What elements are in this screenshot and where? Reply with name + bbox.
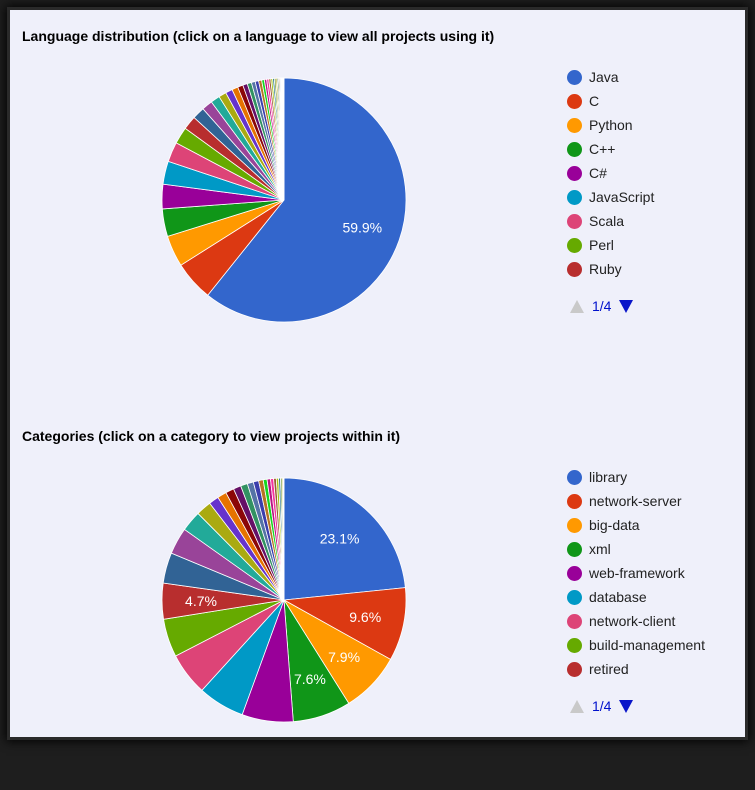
legend-pager: 1/4	[570, 298, 633, 314]
legend-swatch-icon	[567, 214, 582, 229]
slice-data-label: 59.9%	[342, 220, 382, 236]
legend-item[interactable]: xml	[567, 537, 705, 561]
legend-swatch-icon	[567, 238, 582, 253]
legend-label: big-data	[589, 517, 640, 533]
page-up-icon	[570, 300, 584, 313]
legend-swatch-icon	[567, 470, 582, 485]
slice-data-label: 9.6%	[349, 609, 381, 625]
legend-swatch-icon	[567, 190, 582, 205]
legend-item[interactable]: Java	[567, 65, 654, 89]
legend-item[interactable]: build-management	[567, 633, 705, 657]
legend-label: Java	[589, 69, 619, 85]
legend-label: Perl	[589, 237, 614, 253]
page-indicator: 1/4	[592, 298, 611, 314]
legend-swatch-icon	[567, 70, 582, 85]
legend-swatch-icon	[567, 542, 582, 557]
legend-item[interactable]: Python	[567, 113, 654, 137]
legend-label: JavaScript	[589, 189, 654, 205]
chart-container: Language distribution (click on a langua…	[10, 10, 745, 737]
language-chart-panel: Language distribution (click on a langua…	[10, 10, 745, 390]
legend-item[interactable]: web-framework	[567, 561, 705, 585]
legend-item[interactable]: big-data	[567, 513, 705, 537]
legend-pager: 1/4	[570, 698, 633, 714]
legend-swatch-icon	[567, 614, 582, 629]
legend-swatch-icon	[567, 518, 582, 533]
page-up-icon	[570, 700, 584, 713]
legend-item[interactable]: C	[567, 89, 654, 113]
legend-swatch-icon	[567, 118, 582, 133]
category-chart-panel: Categories (click on a category to view …	[10, 410, 745, 790]
legend-item[interactable]: Scala	[567, 209, 654, 233]
legend-label: C++	[589, 141, 615, 157]
legend-label: Python	[589, 117, 633, 133]
legend-swatch-icon	[567, 590, 582, 605]
legend-item[interactable]: library	[567, 465, 705, 489]
legend-label: C#	[589, 165, 607, 181]
slice-data-label: 7.9%	[328, 649, 360, 665]
legend-label: library	[589, 469, 627, 485]
legend-item[interactable]: C++	[567, 137, 654, 161]
legend-swatch-icon	[567, 94, 582, 109]
legend-swatch-icon	[567, 142, 582, 157]
legend: Java C Python C++ C# JavaScript Scala Perl Ruby	[567, 65, 654, 281]
legend-item[interactable]: database	[567, 585, 705, 609]
legend: library network-server big-data xml web-fram…	[567, 465, 705, 681]
legend-label: Ruby	[589, 261, 622, 277]
legend-item[interactable]: network-client	[567, 609, 705, 633]
legend-item[interactable]: C#	[567, 161, 654, 185]
legend-label: Scala	[589, 213, 624, 229]
legend-item[interactable]: network-server	[567, 489, 705, 513]
page-down-icon[interactable]	[619, 700, 633, 713]
legend-label: xml	[589, 541, 611, 557]
legend-item[interactable]: retired	[567, 657, 705, 681]
legend-item[interactable]: JavaScript	[567, 185, 654, 209]
legend-swatch-icon	[567, 494, 582, 509]
slice-data-label: 7.6%	[294, 671, 326, 687]
legend-label: retired	[589, 661, 629, 677]
legend-label: network-client	[589, 613, 675, 629]
slice-data-label: 4.7%	[185, 593, 217, 609]
legend-label: C	[589, 93, 599, 109]
legend-swatch-icon	[567, 262, 582, 277]
legend-swatch-icon	[567, 566, 582, 581]
legend-swatch-icon	[567, 662, 582, 677]
slice-data-label: 23.1%	[320, 530, 360, 546]
page-down-icon[interactable]	[619, 300, 633, 313]
legend-item[interactable]: Ruby	[567, 257, 654, 281]
legend-label: network-server	[589, 493, 682, 509]
legend-label: database	[589, 589, 647, 605]
legend-swatch-icon	[567, 166, 582, 181]
legend-item[interactable]: Perl	[567, 233, 654, 257]
page-indicator: 1/4	[592, 698, 611, 714]
legend-swatch-icon	[567, 638, 582, 653]
legend-label: build-management	[589, 637, 705, 653]
legend-label: web-framework	[589, 565, 685, 581]
